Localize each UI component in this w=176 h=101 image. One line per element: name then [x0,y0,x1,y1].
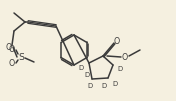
Text: O: O [114,36,120,45]
Text: D: D [78,65,84,71]
Text: D: D [84,72,90,78]
Text: S: S [18,53,24,62]
Text: O: O [122,53,128,62]
Text: D: D [112,81,118,87]
Text: D: D [101,83,106,89]
Text: D: D [117,66,122,72]
Text: O: O [9,59,15,68]
Text: D: D [87,83,93,89]
Text: O: O [9,45,15,54]
Text: O: O [6,43,12,52]
